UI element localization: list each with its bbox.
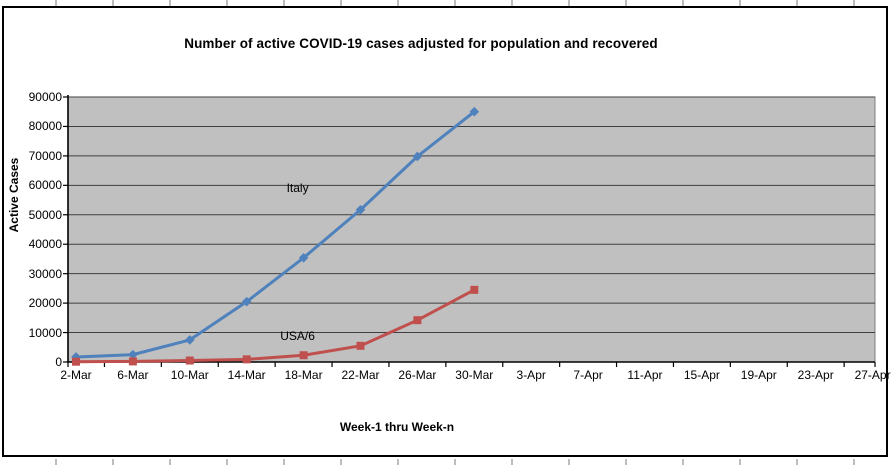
x-tick-label: 30-Mar [455, 368, 494, 382]
x-axis-title: Week-1 thru Week-n [339, 420, 455, 434]
marker-square [128, 357, 137, 366]
y-tick-label: 40000 [28, 237, 62, 252]
y-tick-label: 20000 [28, 296, 62, 311]
marker-square [413, 316, 422, 325]
y-tick-label: 70000 [28, 148, 62, 163]
x-tick-label: 26-Mar [398, 368, 437, 382]
series-line-italy [74, 110, 476, 359]
x-tick-label: 10-Mar [170, 368, 209, 382]
marker-square [185, 356, 194, 365]
x-tick-label: 7-Apr [573, 368, 603, 382]
x-tick-label: 18-Mar [284, 368, 323, 382]
chart-title: Number of active COVID-19 cases adjusted… [184, 36, 658, 51]
worksheet-column-ticks-bottom [0, 459, 892, 465]
marker-square [299, 351, 308, 360]
x-tick-label: 2-Mar [60, 368, 92, 382]
y-tick-label: 0 [55, 355, 62, 369]
x-tick-label: 22-Mar [341, 368, 380, 382]
y-tick-label: 50000 [28, 207, 62, 222]
x-tick-label: 3-Apr [516, 368, 546, 382]
worksheet-column-ticks-top [0, 0, 892, 6]
y-tick-label: 30000 [28, 266, 62, 281]
x-tick-label: 14-Mar [227, 368, 266, 382]
y-tick-label: 10000 [28, 325, 62, 340]
x-tick-label: 19-Apr [740, 368, 777, 382]
series-annotation-italy: Italy [286, 181, 309, 196]
y-tick-label: 80000 [28, 119, 62, 134]
y-tick-label: 90000 [28, 90, 62, 104]
y-tick-label: 60000 [28, 178, 62, 193]
marker-diamond [241, 296, 252, 307]
x-tick-label: 11-Apr [627, 368, 663, 382]
series-annotation-usa-6: USA/6 [280, 328, 315, 343]
x-tick-label: 27-Apr [854, 368, 891, 382]
marker-diamond [412, 151, 423, 162]
x-tick-label: 15-Apr [683, 368, 720, 382]
x-tick-label: 6-Mar [117, 368, 149, 382]
x-tick-label: 23-Apr [797, 368, 834, 382]
plot-background [67, 96, 876, 363]
marker-square [356, 341, 365, 350]
marker-square [242, 355, 251, 364]
series-line-usa-6 [74, 288, 476, 364]
marker-square [72, 357, 80, 366]
marker-diamond [128, 349, 138, 360]
marker-square [470, 285, 479, 294]
